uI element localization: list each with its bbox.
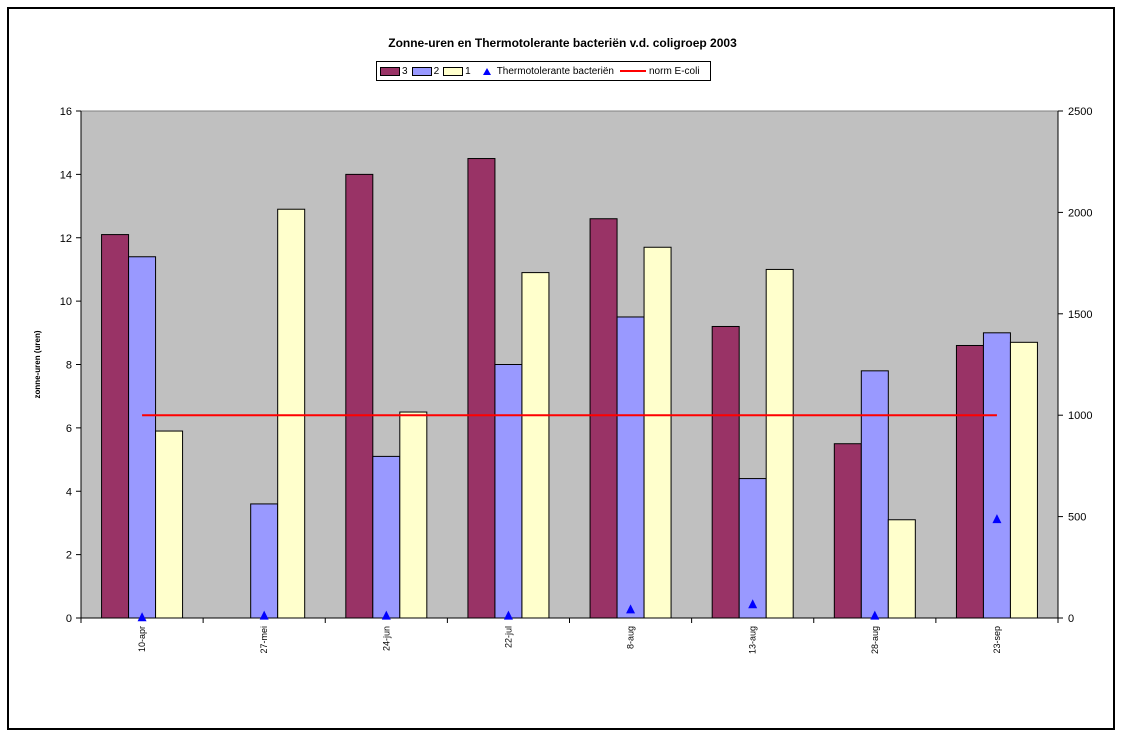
bacteria-marker	[137, 612, 147, 622]
x-axis-tick-label: 13-aug	[748, 626, 758, 654]
x-axis-tick-label: 10-apr	[137, 626, 147, 652]
legend-label-series-3: 3	[402, 65, 408, 77]
bar-series-2	[128, 256, 157, 619]
right-axis-tick-label: 2500	[1068, 106, 1092, 118]
bar-series-2	[738, 478, 767, 619]
chart-title: Zonne-uren en Thermotolerante bacteriën …	[388, 36, 737, 50]
bar-series-1	[765, 268, 794, 619]
bar-series-1	[399, 411, 428, 619]
left-axis-tick-label: 2	[66, 550, 72, 562]
x-axis-tick-label: 28-aug	[870, 626, 880, 654]
bar-series-3	[711, 325, 740, 619]
triangle-marker-icon	[482, 67, 491, 75]
bar-series-2	[982, 332, 1011, 619]
bar-series-1	[887, 519, 916, 619]
bar-series-3	[101, 234, 130, 619]
right-axis-tick-label: 1000	[1068, 410, 1092, 422]
bar-series-1	[521, 272, 550, 619]
bacteria-marker	[626, 604, 636, 614]
bar-series-1	[1009, 341, 1038, 619]
bar-series-1	[155, 430, 184, 619]
bar-series-1	[643, 246, 672, 619]
bar-series-2	[372, 455, 401, 619]
legend-label-norm: norm E-coli	[648, 65, 700, 77]
legend-label-series-1: 1	[465, 65, 471, 77]
legend-item-series-2: 2	[411, 65, 440, 77]
legend-swatch-series-1	[443, 66, 464, 76]
x-axis-tick-label: 8-aug	[626, 626, 636, 649]
legend-item-bacteria: Thermotolerante bacteriën	[475, 66, 614, 77]
left-axis-tick-label: 0	[66, 613, 72, 625]
bar-series-3	[955, 344, 984, 619]
bacteria-marker	[748, 599, 758, 609]
x-axis-tick-label: 24-jun	[381, 626, 391, 651]
bacteria-marker	[870, 610, 880, 620]
bar-series-2	[860, 370, 889, 619]
left-axis-tick-label: 8	[66, 360, 72, 372]
right-axis-tick-label: 500	[1068, 512, 1086, 524]
legend-item-series-3: 3	[380, 66, 408, 77]
bar-series-3	[589, 218, 618, 619]
right-axis-tick-label: 2000	[1068, 207, 1092, 219]
x-axis-tick-label: 22-jul	[503, 626, 513, 648]
x-axis-tick-label: 27-mei	[259, 626, 269, 654]
legend-label-bacteria: Thermotolerante bacteriën	[496, 65, 614, 77]
x-axis-tick-label: 23-sep	[992, 626, 1002, 654]
bar-series-2	[250, 503, 279, 619]
left-axis-tick-label: 12	[60, 233, 72, 245]
left-axis-tick-label: 14	[60, 169, 72, 181]
legend-item-series-1: 1	[443, 66, 471, 77]
left-axis-tick-label: 16	[60, 106, 72, 118]
bar-series-2	[616, 316, 645, 619]
bacteria-marker	[503, 610, 513, 620]
left-axis-tick-label: 6	[66, 423, 72, 435]
right-axis-tick-label: 1500	[1068, 309, 1092, 321]
right-axis-tick-label: 0	[1068, 613, 1074, 625]
bar-series-3	[467, 158, 496, 619]
left-axis-tick-label: 10	[60, 296, 72, 308]
bar-series-3	[345, 173, 374, 619]
y-axis-label: zonne-uren (uren)	[33, 330, 42, 398]
bar-series-3	[833, 443, 862, 619]
chart-legend: 3 2 1 Thermotolerante bacteriën norm E-c…	[376, 61, 711, 81]
legend-swatch-series-2	[411, 66, 432, 76]
legend-swatch-series-3	[380, 66, 400, 76]
bacteria-marker	[381, 610, 391, 620]
legend-label-series-2: 2	[433, 65, 440, 77]
bacteria-marker	[259, 610, 269, 620]
legend-item-norm: norm E-coli	[618, 66, 700, 77]
bar-series-1	[277, 208, 306, 619]
bacteria-marker	[992, 514, 1002, 524]
left-axis-tick-label: 4	[66, 486, 72, 498]
legend-line-norm	[619, 70, 646, 72]
bar-series-2	[494, 364, 523, 619]
